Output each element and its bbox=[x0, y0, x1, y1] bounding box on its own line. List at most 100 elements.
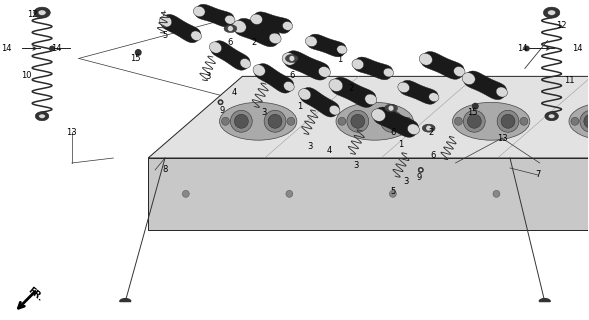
Circle shape bbox=[183, 190, 189, 197]
Ellipse shape bbox=[220, 102, 297, 140]
Text: 14: 14 bbox=[517, 44, 527, 53]
Polygon shape bbox=[408, 124, 419, 135]
Polygon shape bbox=[464, 71, 507, 100]
Circle shape bbox=[520, 117, 528, 125]
Text: 3: 3 bbox=[353, 162, 359, 171]
Text: 8: 8 bbox=[163, 165, 168, 174]
Circle shape bbox=[403, 117, 411, 125]
Polygon shape bbox=[307, 34, 346, 57]
Polygon shape bbox=[496, 87, 507, 97]
Polygon shape bbox=[195, 4, 234, 27]
Ellipse shape bbox=[467, 114, 481, 128]
Text: 6: 6 bbox=[289, 71, 294, 80]
Polygon shape bbox=[160, 16, 172, 27]
Text: 2: 2 bbox=[428, 128, 434, 137]
Polygon shape bbox=[38, 10, 46, 15]
Polygon shape bbox=[253, 12, 292, 33]
Polygon shape bbox=[251, 14, 263, 25]
Polygon shape bbox=[39, 114, 45, 118]
Text: 12: 12 bbox=[556, 21, 567, 30]
Text: 10: 10 bbox=[21, 71, 31, 80]
Polygon shape bbox=[286, 54, 298, 62]
Polygon shape bbox=[352, 59, 364, 69]
Ellipse shape bbox=[385, 114, 399, 128]
Polygon shape bbox=[211, 41, 250, 70]
Polygon shape bbox=[234, 18, 280, 47]
Polygon shape bbox=[329, 105, 340, 115]
Polygon shape bbox=[337, 45, 347, 54]
Polygon shape bbox=[418, 167, 423, 172]
Text: 4: 4 bbox=[327, 146, 332, 155]
Polygon shape bbox=[224, 25, 237, 33]
Text: 4: 4 bbox=[231, 88, 237, 97]
Text: FR.: FR. bbox=[26, 286, 44, 303]
Ellipse shape bbox=[347, 110, 369, 132]
Text: 2: 2 bbox=[349, 84, 354, 93]
Polygon shape bbox=[540, 299, 550, 301]
Polygon shape bbox=[219, 101, 222, 104]
Polygon shape bbox=[419, 168, 422, 172]
Text: 3: 3 bbox=[205, 72, 210, 81]
Polygon shape bbox=[191, 31, 201, 41]
Polygon shape bbox=[548, 114, 555, 118]
Text: 7: 7 bbox=[535, 171, 541, 180]
Text: 3: 3 bbox=[307, 141, 312, 151]
Polygon shape bbox=[329, 79, 343, 92]
Polygon shape bbox=[399, 80, 438, 104]
Circle shape bbox=[455, 117, 462, 125]
Ellipse shape bbox=[336, 102, 413, 140]
Polygon shape bbox=[421, 52, 464, 79]
Polygon shape bbox=[419, 53, 432, 65]
Polygon shape bbox=[283, 21, 293, 30]
Circle shape bbox=[571, 117, 579, 125]
Text: 3: 3 bbox=[403, 177, 409, 187]
Polygon shape bbox=[35, 112, 49, 121]
Polygon shape bbox=[365, 94, 377, 105]
Polygon shape bbox=[240, 59, 250, 68]
Polygon shape bbox=[373, 107, 419, 137]
Text: 13: 13 bbox=[497, 133, 507, 143]
Ellipse shape bbox=[234, 114, 249, 128]
Text: 15: 15 bbox=[467, 108, 478, 117]
Circle shape bbox=[525, 46, 529, 51]
Polygon shape bbox=[305, 36, 317, 47]
Polygon shape bbox=[289, 56, 294, 61]
Circle shape bbox=[221, 117, 230, 125]
Text: 1: 1 bbox=[398, 140, 403, 148]
Circle shape bbox=[493, 190, 500, 197]
Polygon shape bbox=[120, 299, 131, 301]
Text: 13: 13 bbox=[67, 128, 77, 137]
Polygon shape bbox=[218, 100, 223, 105]
Text: 12: 12 bbox=[27, 10, 38, 19]
Text: 6: 6 bbox=[430, 150, 435, 160]
Polygon shape bbox=[300, 87, 339, 117]
Text: 1: 1 bbox=[297, 102, 302, 111]
Text: 15: 15 bbox=[130, 54, 141, 63]
Polygon shape bbox=[269, 33, 281, 44]
Polygon shape bbox=[422, 124, 435, 132]
Ellipse shape bbox=[497, 110, 519, 132]
Text: 14: 14 bbox=[1, 44, 12, 53]
Ellipse shape bbox=[268, 114, 282, 128]
Polygon shape bbox=[161, 14, 201, 43]
Polygon shape bbox=[193, 6, 205, 17]
Polygon shape bbox=[388, 105, 394, 111]
Polygon shape bbox=[232, 20, 246, 33]
Polygon shape bbox=[544, 7, 560, 18]
Circle shape bbox=[472, 103, 478, 109]
Text: 9: 9 bbox=[416, 173, 421, 182]
Polygon shape bbox=[34, 7, 50, 18]
Polygon shape bbox=[225, 15, 235, 24]
Text: 14: 14 bbox=[572, 44, 583, 53]
Polygon shape bbox=[282, 53, 296, 65]
Ellipse shape bbox=[584, 114, 589, 128]
Polygon shape bbox=[545, 112, 558, 121]
Circle shape bbox=[389, 190, 396, 197]
Ellipse shape bbox=[464, 110, 485, 132]
Polygon shape bbox=[284, 82, 294, 91]
Text: 3: 3 bbox=[262, 108, 267, 117]
Circle shape bbox=[286, 190, 293, 197]
Ellipse shape bbox=[501, 114, 515, 128]
Text: 9: 9 bbox=[220, 106, 225, 115]
Polygon shape bbox=[398, 82, 409, 92]
